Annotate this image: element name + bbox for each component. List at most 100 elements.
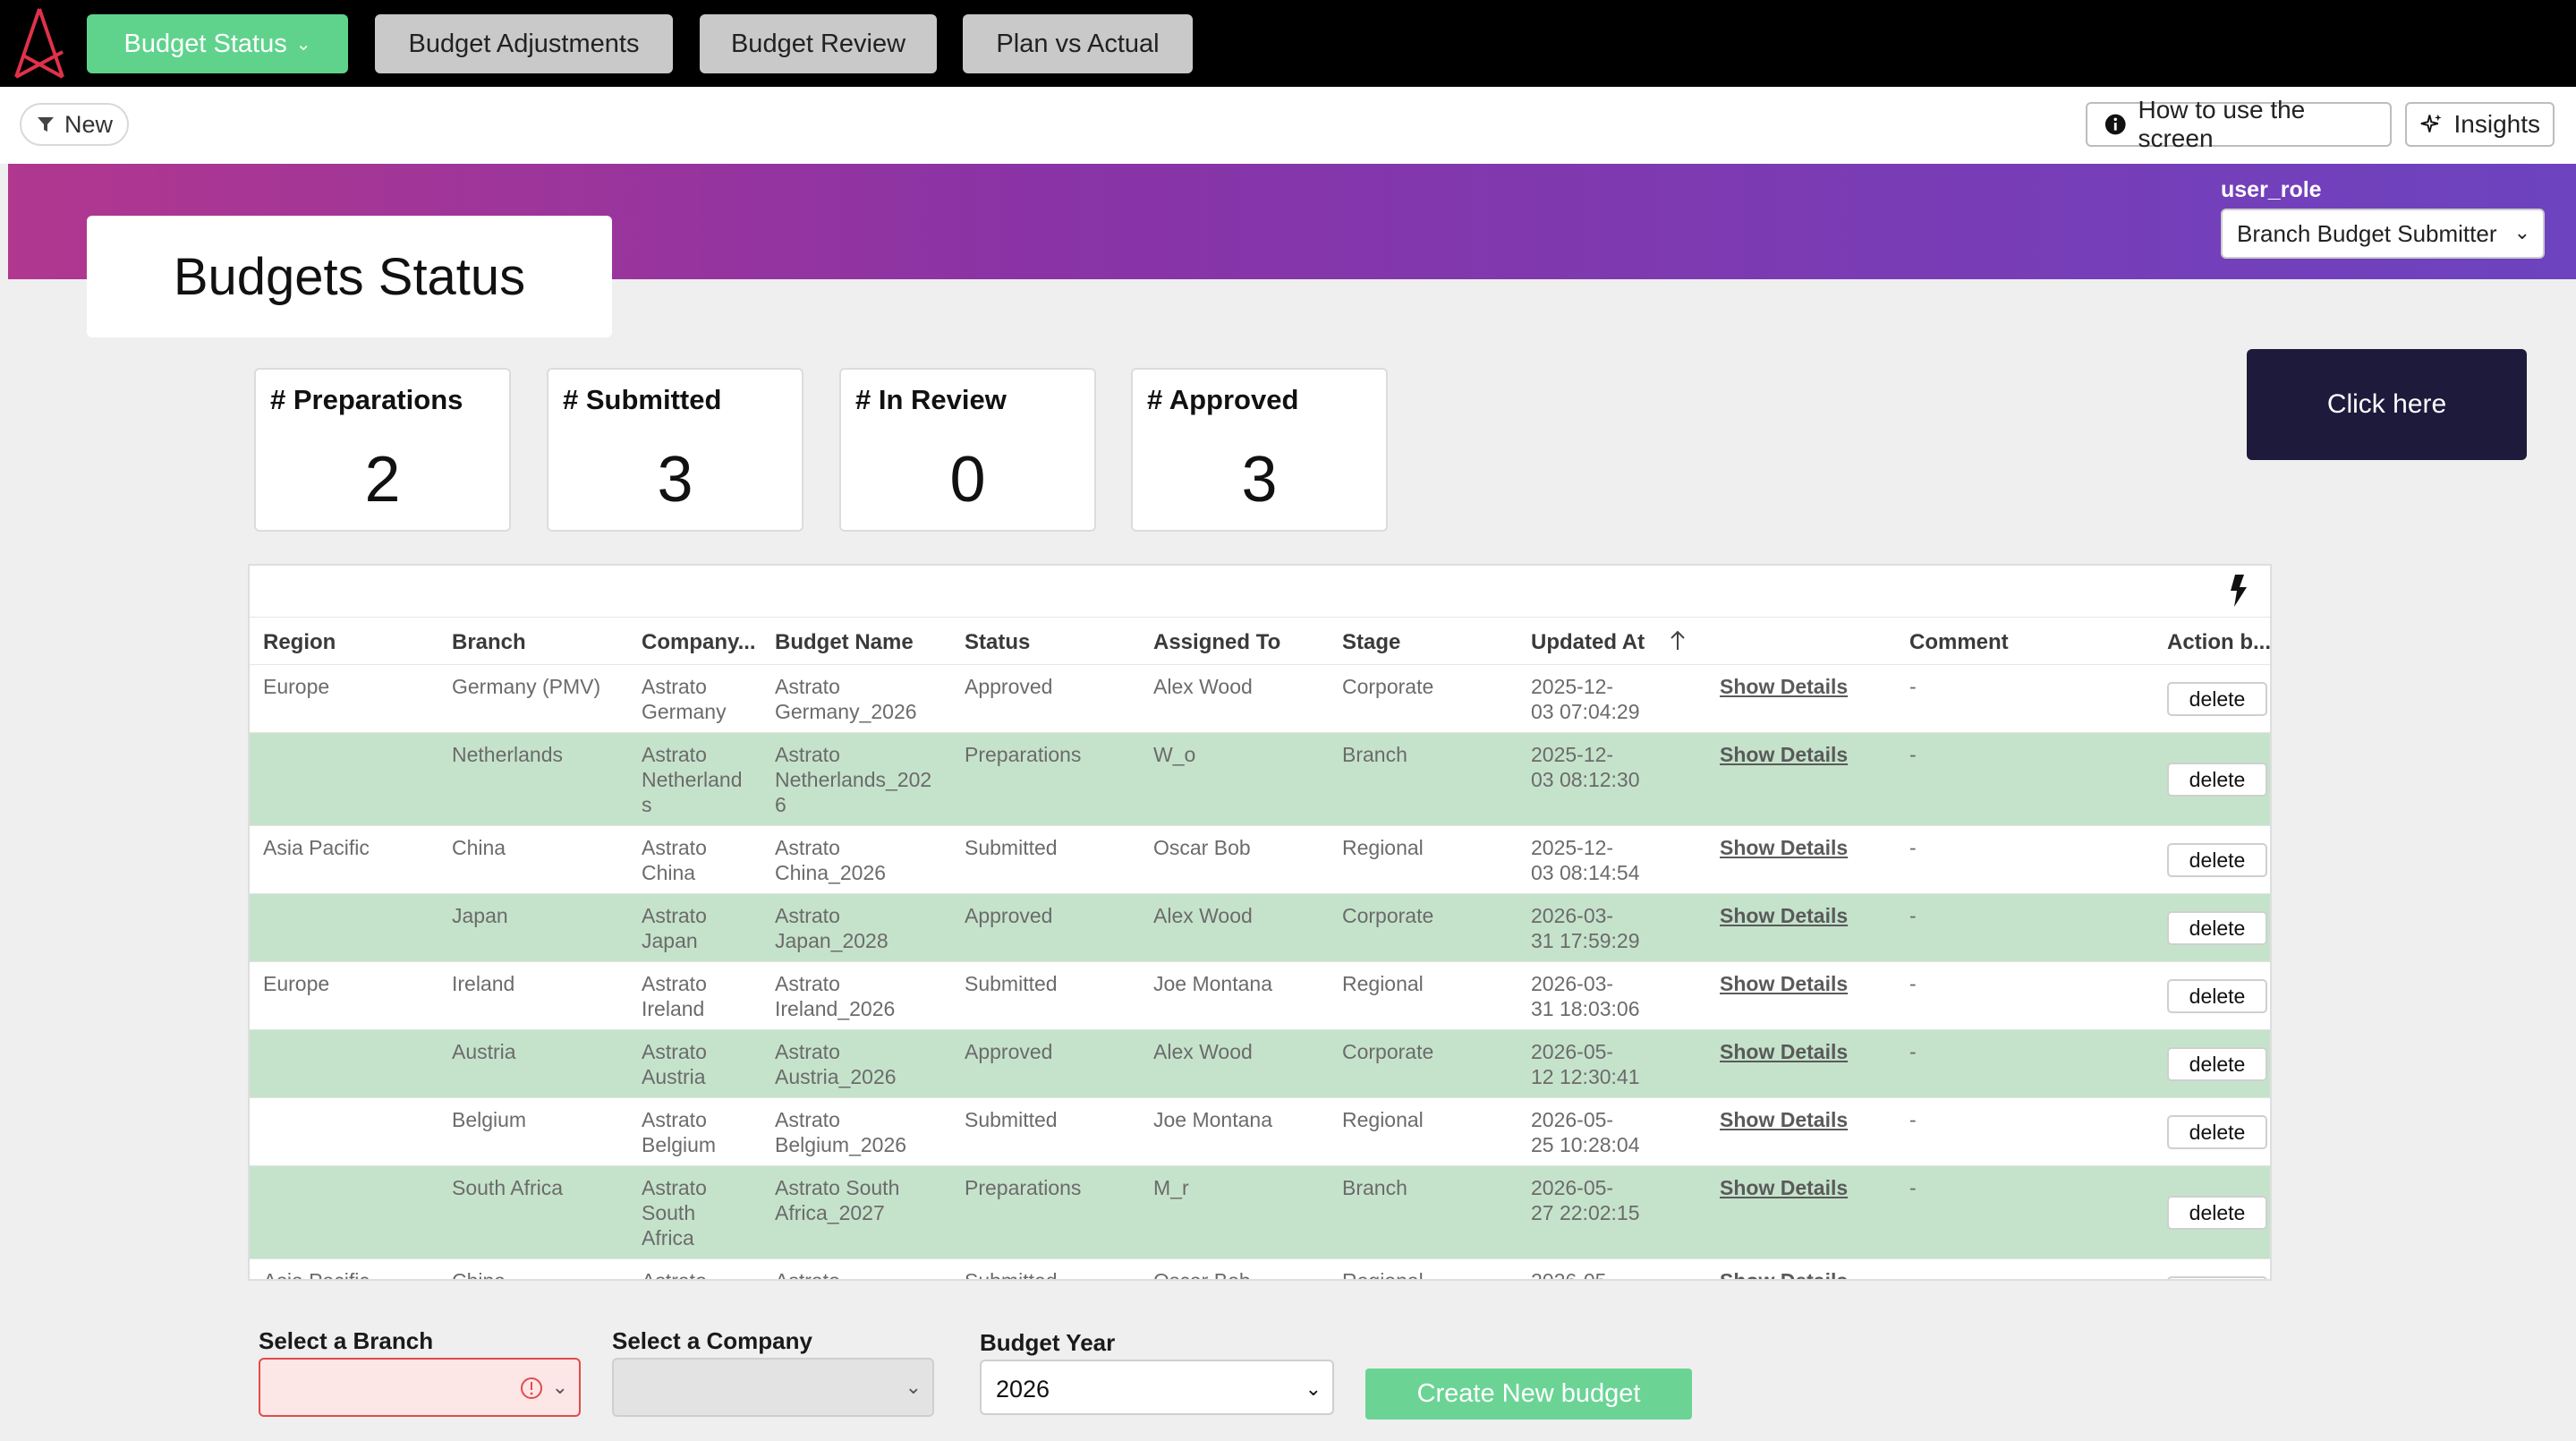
table-row[interactable]: Europe Germany (PMV) Astrato Germany Astrat… xyxy=(250,665,2270,733)
kpi-label: # Preparations xyxy=(270,384,463,415)
delete-button[interactable]: delete xyxy=(2167,1196,2267,1230)
cell-updated: 2025-12- 03 07:04:29 xyxy=(1531,675,1640,723)
cell-company: Astrato South Africa xyxy=(642,1176,707,1249)
cell-budget: Astrato Japan_2028 xyxy=(775,904,888,952)
show-details-link[interactable]: Show Details xyxy=(1720,675,1849,698)
cell-status: Approved xyxy=(965,675,1053,698)
cell-stage: Corporate xyxy=(1342,675,1434,698)
info-icon xyxy=(2104,114,2126,135)
cell-comment: - xyxy=(1909,972,1917,995)
create-new-budget-button[interactable]: Create New budget xyxy=(1365,1369,1692,1420)
branch-select[interactable]: ⌄ xyxy=(259,1358,581,1417)
table-row[interactable]: Asia Pacific China Astrato China Astrato Ch… xyxy=(250,826,2270,894)
tab-budget-adjustments-label: Budget Adjustments xyxy=(408,29,640,58)
cell-budget: Astrato Belgium_2026 xyxy=(775,1108,907,1156)
tab-plan-vs-actual-label: Plan vs Actual xyxy=(996,29,1160,58)
page-title-card: Budgets Status xyxy=(87,216,612,337)
delete-button[interactable]: delete xyxy=(2167,1115,2267,1149)
show-details-link[interactable]: Show Details xyxy=(1720,904,1849,927)
cell-budget: Astrato xyxy=(775,1269,840,1281)
cell-budget: Astrato Austria_2026 xyxy=(775,1040,897,1088)
delete-button[interactable]: delete xyxy=(2167,843,2267,877)
column-header-assigned-to[interactable]: Assigned To xyxy=(1153,630,1281,654)
astrato-logo-icon xyxy=(14,8,64,79)
cell-budget: Astrato China_2026 xyxy=(775,836,887,884)
delete-button[interactable]: delete xyxy=(2167,979,2267,1013)
table-row[interactable]: Asia Pacific China Astrato Astrato Submitted… xyxy=(250,1259,2270,1281)
cell-comment: - xyxy=(1909,836,1917,859)
tab-budget-status[interactable]: Budget Status ⌄ xyxy=(87,14,348,73)
cell-status: Submitted xyxy=(965,836,1058,859)
delete-button[interactable]: delete xyxy=(2167,911,2267,945)
cell-stage: Corporate xyxy=(1342,1040,1434,1063)
cell-updated: 2026-03- 31 18:03:06 xyxy=(1531,972,1640,1020)
company-select[interactable]: ⌄ xyxy=(612,1358,934,1417)
cell-branch: China xyxy=(452,836,506,859)
how-to-use-button[interactable]: How to use the screen xyxy=(2086,96,2392,152)
table-row[interactable]: South Africa Astrato South Africa Astrato … xyxy=(250,1166,2270,1259)
tab-budget-review[interactable]: Budget Review xyxy=(700,14,937,73)
new-filter-button[interactable]: New xyxy=(20,103,130,146)
cell-budget: Astrato Netherlands_202 6 xyxy=(775,743,932,816)
table-header: Region Branch Company... Budget Name Sta… xyxy=(250,617,2270,665)
column-header-company[interactable]: Company... xyxy=(642,630,756,654)
table-row[interactable]: Belgium Astrato Belgium Astrato Belgium_20… xyxy=(250,1098,2270,1166)
column-header-stage[interactable]: Stage xyxy=(1342,630,1401,654)
user-role-value: Branch Budget Submitter xyxy=(2237,219,2497,247)
user-role-select[interactable]: Branch Budget Submitter ⌄ xyxy=(2221,209,2545,259)
show-details-link[interactable]: Show Details xyxy=(1720,743,1849,766)
cell-status: Preparations xyxy=(965,743,1082,766)
show-details-link[interactable]: Show Details xyxy=(1720,836,1849,859)
kpi-value: 0 xyxy=(949,444,986,516)
lightning-icon[interactable] xyxy=(2227,573,2250,609)
column-header-comment[interactable]: Comment xyxy=(1909,630,2009,654)
cell-comment: - xyxy=(1909,1040,1917,1063)
tab-budget-adjustments[interactable]: Budget Adjustments xyxy=(375,14,673,73)
column-header-region[interactable]: Region xyxy=(263,630,336,654)
click-here-button[interactable]: Click here xyxy=(2247,349,2527,460)
cell-assigned: Alex Wood xyxy=(1153,904,1253,927)
cell-company: Astrato Netherland s xyxy=(642,743,743,816)
tab-plan-vs-actual[interactable]: Plan vs Actual xyxy=(963,14,1193,73)
table-row[interactable]: Austria Astrato Austria Astrato Austria_20… xyxy=(250,1030,2270,1098)
cell-assigned: Alex Wood xyxy=(1153,675,1253,698)
cell-branch: Netherlands xyxy=(452,743,564,766)
delete-button[interactable]: delete xyxy=(2167,1047,2267,1081)
sort-ascending-icon[interactable] xyxy=(1668,628,1688,653)
table-row[interactable]: Japan Astrato Japan Astrato Japan_2028 Appr… xyxy=(250,894,2270,962)
delete-button[interactable]: delete xyxy=(2167,682,2267,716)
insights-button[interactable]: Insights xyxy=(2405,102,2555,147)
cell-branch: Japan xyxy=(452,904,508,927)
show-details-link[interactable]: Show Details xyxy=(1720,1176,1849,1199)
cell-updated: 2026-05- xyxy=(1531,1269,1614,1281)
cell-status: Preparations xyxy=(965,1176,1082,1199)
alert-icon xyxy=(521,1377,542,1399)
budget-year-label: Budget Year xyxy=(980,1329,1116,1356)
chevron-down-icon: ⌄ xyxy=(1305,1377,1322,1400)
cell-branch: Germany (PMV) xyxy=(452,675,601,698)
cell-branch: Austria xyxy=(452,1040,516,1063)
delete-button[interactable]: delete xyxy=(2167,1276,2267,1279)
column-header-status[interactable]: Status xyxy=(965,630,1031,654)
cell-budget: Astrato Germany_2026 xyxy=(775,675,917,723)
column-header-branch[interactable]: Branch xyxy=(452,630,526,654)
show-details-link[interactable]: Show Details xyxy=(1720,972,1849,995)
show-details-link[interactable]: Show Details xyxy=(1720,1108,1849,1131)
chevron-down-icon: ⌄ xyxy=(905,1376,922,1398)
column-header-budget-name[interactable]: Budget Name xyxy=(775,630,914,654)
cell-updated: 2026-03- 31 17:59:29 xyxy=(1531,904,1640,952)
delete-button[interactable]: delete xyxy=(2167,763,2267,797)
kpi-approved: # Approved 3 xyxy=(1131,368,1388,532)
cell-region: Asia Pacific xyxy=(263,1269,370,1281)
show-details-link[interactable]: Show Details xyxy=(1720,1269,1849,1281)
column-header-updated-at[interactable]: Updated At xyxy=(1531,630,1645,654)
budget-year-select[interactable]: 2026 ⌄ xyxy=(980,1360,1334,1415)
cell-comment: - xyxy=(1909,1108,1917,1131)
cell-status: Submitted xyxy=(965,972,1058,995)
column-header-action[interactable]: Action b... xyxy=(2167,630,2271,654)
budgets-table: Region Branch Company... Budget Name Sta… xyxy=(248,564,2272,1281)
table-row[interactable]: Netherlands Astrato Netherland s Astrato N… xyxy=(250,733,2270,826)
show-details-link[interactable]: Show Details xyxy=(1720,1040,1849,1063)
table-row[interactable]: Europe Ireland Astrato Ireland Astrato Irel… xyxy=(250,962,2270,1030)
cell-branch: South Africa xyxy=(452,1176,564,1199)
